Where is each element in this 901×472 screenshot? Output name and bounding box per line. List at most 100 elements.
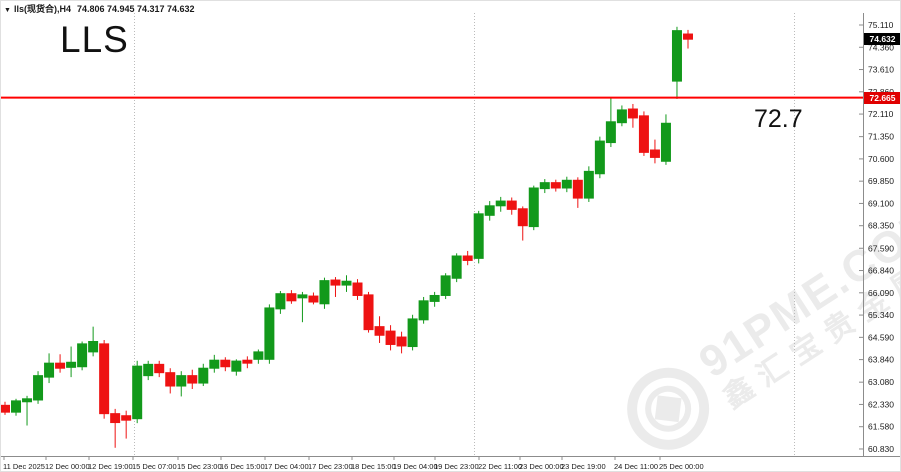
bull-candle — [528, 187, 539, 228]
price-tick-label: 69.850 — [868, 176, 894, 186]
bear-candle — [286, 293, 297, 302]
bull-candle — [88, 340, 99, 353]
bull-candle — [407, 318, 418, 348]
bull-candle — [275, 293, 286, 310]
bear-candle — [462, 255, 473, 261]
time-tick-label: 15 Dec 23:00 — [177, 462, 222, 471]
bear-candle — [363, 294, 374, 331]
chevron-down-icon[interactable]: ▼ — [4, 7, 11, 14]
time-tick-label: 19 Dec 23:00 — [434, 462, 479, 471]
price-tick-label: 60.830 — [868, 444, 894, 454]
bear-candle — [154, 363, 165, 374]
bear-candle — [187, 375, 198, 384]
bull-candle — [418, 300, 429, 321]
price-tick-label: 63.080 — [868, 377, 894, 387]
bear-candle — [572, 179, 583, 199]
bear-candle — [374, 326, 385, 336]
bull-candle — [198, 367, 209, 384]
bear-candle — [165, 372, 176, 387]
bull-candle — [660, 122, 671, 162]
bear-candle — [517, 208, 528, 227]
price-tick-label: 64.590 — [868, 332, 894, 342]
price-tick-label: 69.100 — [868, 198, 894, 208]
price-tick-label: 63.840 — [868, 355, 894, 365]
price-tick-label: 68.350 — [868, 221, 894, 231]
watermark-logo-icon — [608, 349, 730, 471]
price-tick-label: 67.590 — [868, 243, 894, 253]
bull-candle — [341, 280, 352, 286]
bull-candle — [484, 205, 495, 216]
bear-candle — [638, 115, 649, 153]
bear-candle — [99, 343, 110, 415]
chart-title: ▼ lls(现货合),H4 74.806 74.945 74.317 74.632 — [4, 2, 195, 14]
bull-candle — [33, 375, 44, 401]
bull-candle — [22, 398, 33, 403]
bear-candle — [396, 336, 407, 347]
bull-candle — [176, 375, 187, 387]
bull-candle — [66, 361, 77, 368]
bear-candle — [649, 149, 660, 158]
bear-candle — [308, 295, 319, 303]
bear-candle — [627, 108, 638, 119]
bull-candle — [44, 362, 55, 378]
bear-candle — [55, 362, 66, 369]
bull-candle — [440, 275, 451, 296]
bear-candle — [550, 182, 561, 189]
bull-candle — [451, 255, 462, 279]
bear-candle — [110, 413, 121, 424]
bull-candle — [561, 179, 572, 189]
bull-candle — [253, 351, 264, 360]
time-tick-label: 15 Dec 07:00 — [132, 462, 177, 471]
price-tick-label: 70.600 — [868, 154, 894, 164]
time-tick-label: 24 Dec 11:00 — [614, 462, 658, 471]
price-tick-label: 62.330 — [868, 399, 894, 409]
price-tick-label: 61.580 — [868, 422, 894, 432]
time-tick-label: 23 Dec 19:00 — [561, 462, 606, 471]
time-tick-label: 18 Dec 15:00 — [351, 462, 396, 471]
bull-candle — [209, 359, 220, 369]
symbol-annotation: LLS — [60, 19, 129, 60]
time-tick-label: 12 Dec 00:00 — [45, 462, 90, 471]
time-tick-label: 12 Dec 19:00 — [88, 462, 133, 471]
bull-candle — [297, 294, 308, 299]
symbol-timeframe-label: lls(现货合),H4 — [13, 4, 71, 14]
bear-candle — [330, 279, 341, 286]
price-tick-label: 66.840 — [868, 266, 894, 276]
time-tick-label: 25 Dec 00:00 — [659, 462, 704, 471]
ohlc-readout: 74.806 74.945 74.317 74.632 — [76, 4, 195, 14]
time-tick-label: 23 Dec 00:00 — [519, 462, 564, 471]
bear-candle — [682, 33, 693, 40]
bull-candle — [132, 365, 143, 420]
price-tick-label: 73.610 — [868, 65, 894, 75]
bull-candle — [671, 30, 682, 82]
price-line-tag[interactable]: 72.665 — [864, 91, 900, 104]
bear-candle — [506, 200, 517, 210]
bear-candle — [242, 359, 253, 364]
price-tick-label: 74.360 — [868, 42, 894, 52]
bear-candle — [121, 415, 132, 421]
price-tick-label: 66.090 — [868, 288, 894, 298]
bull-candle — [143, 363, 154, 377]
time-tick-label: 17 Dec 04:00 — [264, 462, 309, 471]
bull-candle — [473, 213, 484, 259]
bull-candle — [605, 121, 616, 144]
price-tick-label: 72.110 — [868, 109, 894, 119]
time-tick-label: 22 Dec 11:00 — [478, 462, 522, 471]
bear-candle — [220, 359, 231, 368]
bull-candle — [429, 294, 440, 302]
bull-candle — [495, 200, 506, 207]
current-price-tag: 74.632 — [864, 33, 900, 46]
bull-candle — [319, 280, 330, 305]
bull-candle — [616, 109, 627, 124]
time-tick-label: 16 Dec 15:00 — [220, 462, 265, 471]
bull-candle — [583, 170, 594, 199]
bull-candle — [264, 307, 275, 360]
bear-candle — [352, 282, 363, 296]
price-tick-label: 65.340 — [868, 310, 894, 320]
bull-candle — [77, 343, 88, 368]
price-tick-label: 75.110 — [868, 20, 894, 30]
time-tick-label: 11 Dec 2025 — [3, 462, 45, 471]
bear-candle — [385, 330, 396, 345]
